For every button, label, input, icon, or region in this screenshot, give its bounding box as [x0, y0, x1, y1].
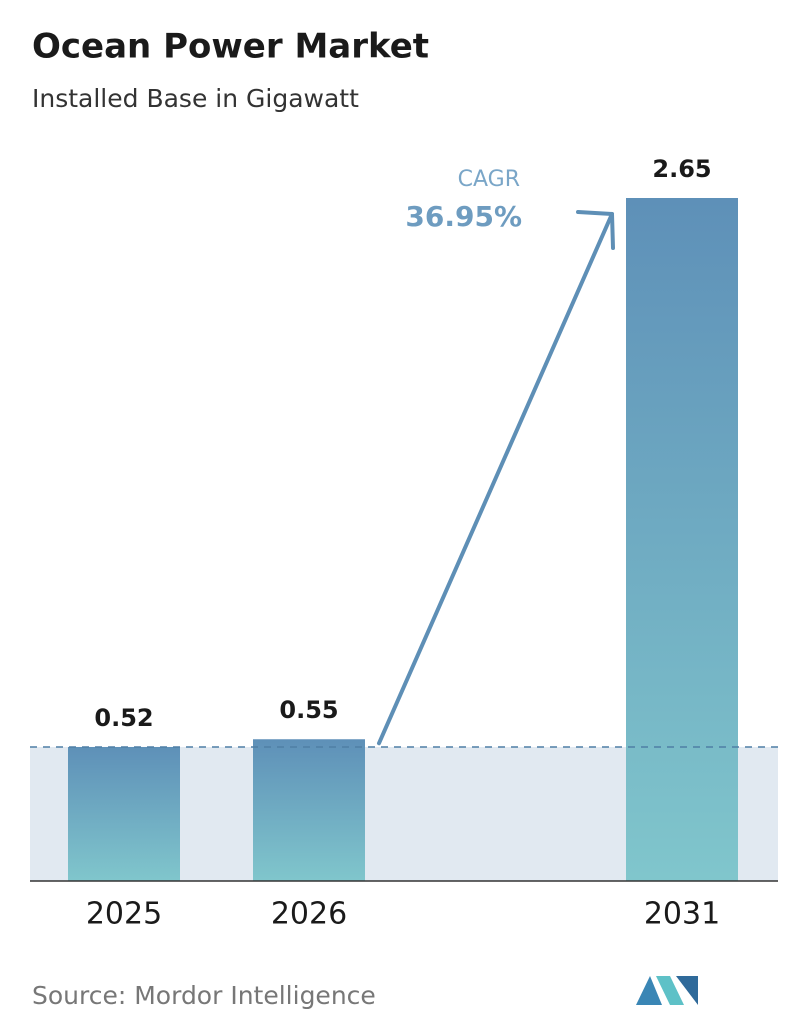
chart-subtitle: Installed Base in Gigawatt — [32, 84, 359, 113]
cagr-label: CAGR — [458, 167, 520, 192]
chart-title: Ocean Power Market — [32, 27, 429, 67]
value-label: 0.55 — [279, 696, 338, 724]
value-label: 0.52 — [94, 704, 153, 732]
x-tick-label: 2031 — [644, 897, 720, 932]
cagr-arrow — [377, 212, 614, 746]
source: Source: Mordor Intelligence — [32, 981, 376, 1010]
bar — [253, 739, 365, 881]
logo — [636, 976, 698, 1005]
value-label: 2.65 — [652, 155, 711, 183]
cagr-arrowhead — [576, 210, 615, 250]
x-tick-label: 2025 — [86, 897, 162, 932]
bar — [626, 198, 738, 881]
x-tick-label: 2026 — [271, 897, 347, 932]
bar — [68, 746, 180, 881]
cagr-value: 36.95% — [405, 200, 522, 233]
